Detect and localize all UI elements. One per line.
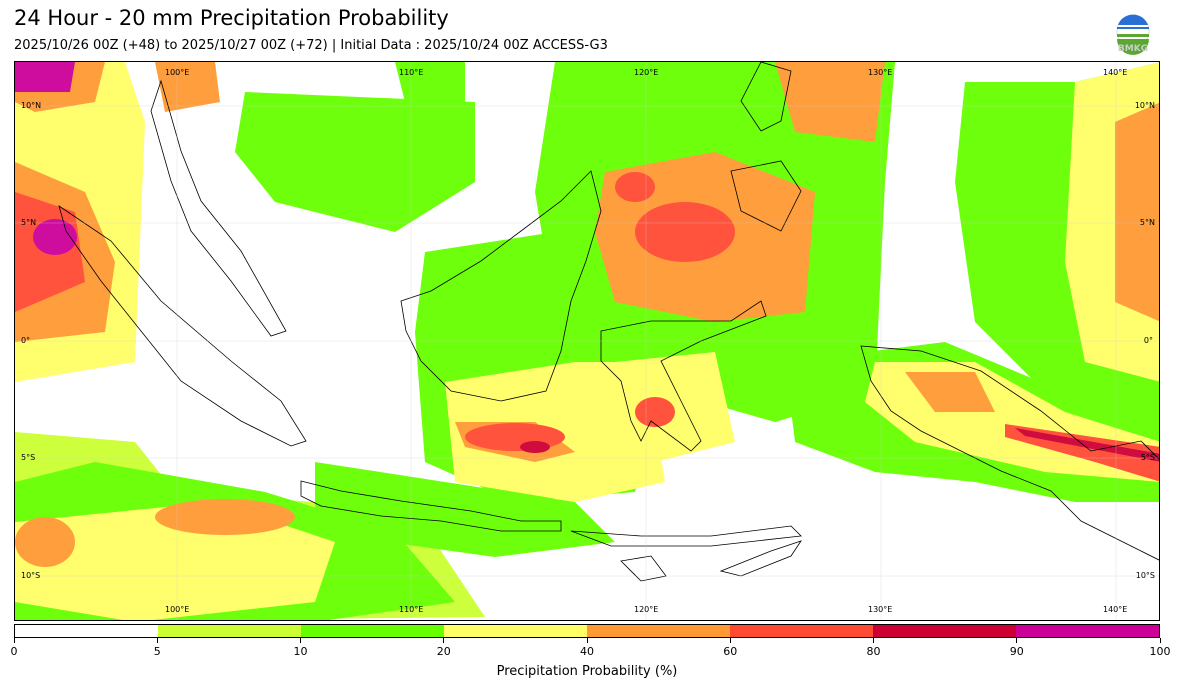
colorbar-tick [300,638,301,643]
colorbar-tick [443,638,445,643]
colorbar-label: Precipitation Probability (%) [496,664,678,679]
new-guinea-coast [860,345,1159,561]
colorbar-segment [730,625,873,637]
lon-label-top: 140°E [1103,68,1128,77]
lat-label-left: 10°N [21,101,42,110]
logo-text: BMKG [1117,44,1149,54]
precipitation-map: 100°E 110°E 120°E 130°E 140°E 100°E 110°… [14,61,1160,621]
colorbar-segment [873,625,1016,637]
map-canvas [15,62,1159,620]
colorbar-segment [1016,625,1159,637]
colorbar-tick [873,638,874,643]
colorbar-segment [587,625,730,637]
lat-label-left: 5°S [21,453,36,462]
colorbar-tick-label: 100 [1149,645,1171,658]
colorbar-tick [1159,638,1161,643]
timor-coast [719,540,802,577]
colorbar-tick [13,638,15,643]
lat-label-left: 10°S [21,571,41,580]
luzon-coast [740,62,792,132]
sumatra-coast [58,205,307,447]
lon-label-top: 100°E [165,68,190,77]
java-coast [300,480,562,532]
borneo-coast [400,170,602,402]
colorbar-tick [156,638,158,643]
colorbar-tick [586,638,588,643]
colorbar-tick [1016,638,1018,643]
mindanao-coast [730,160,802,232]
lat-label-left: 5°N [21,218,37,227]
lat-label-right: 10°S [1135,571,1155,580]
lon-label-bottom: 100°E [165,605,190,614]
lat-label-right: 10°N [1134,101,1155,110]
lon-label-top: 130°E [868,68,893,77]
lat-label-right: 5°N [1139,218,1155,227]
lon-label-bottom: 110°E [399,605,424,614]
colorbar-tick-label: 90 [1009,645,1024,658]
probability-fields [15,62,1159,620]
lat-label-right: 0° [1143,336,1153,345]
malay-peninsula-coast [150,79,287,337]
colorbar-segment [301,625,444,637]
lat-label-right: 5°S [1140,453,1155,462]
colorbar-tick-label: 80 [866,645,881,658]
colorbar [14,624,1160,638]
colorbar-tick [729,638,731,643]
lon-label-bottom: 140°E [1103,605,1128,614]
colorbar-tick-label: 60 [723,645,738,658]
lon-label-bottom: 130°E [868,605,893,614]
gridlines [15,62,1159,620]
chart-subtitle: 2025/10/26 00Z (+48) to 2025/10/27 00Z (… [14,38,608,53]
colorbar-segment [158,625,301,637]
colorbar-tick-label: 5 [153,645,161,658]
colorbar-tick-label: 0 [10,645,18,658]
sulawesi-coast [600,300,767,452]
chart-title: 24 Hour - 20 mm Precipitation Probabilit… [14,6,449,30]
lon-label-top: 110°E [399,68,424,77]
lat-label-left: 0° [21,336,31,345]
lon-label-bottom: 120°E [634,605,659,614]
colorbar-segment [15,625,158,637]
lon-label-top: 120°E [634,68,659,77]
colorbar-tick-label: 10 [293,645,308,658]
colorbar-tick-label: 40 [580,645,594,658]
bmkg-logo [1116,14,1150,55]
colorbar-segment [444,625,587,637]
colorbar-tick-label: 20 [436,645,451,658]
coastlines [58,62,1159,582]
